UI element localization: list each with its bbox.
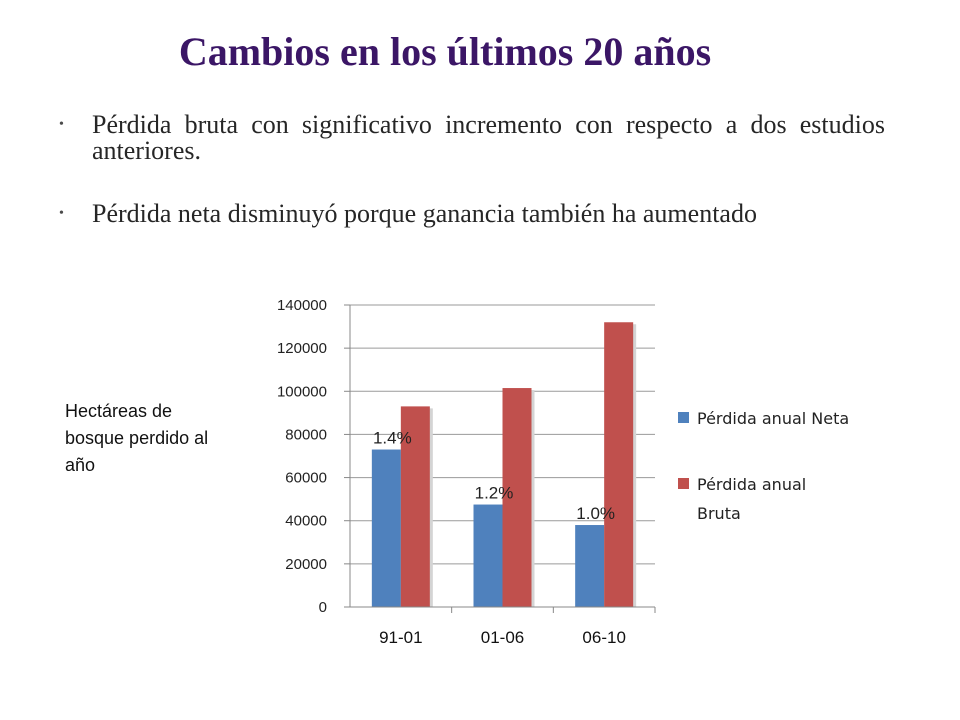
slide-title: Cambios en los últimos 20 años [178, 29, 712, 74]
data-label: 1.2% [475, 484, 514, 503]
bullet-dot-icon: • [59, 117, 64, 132]
x-tick-label: 06-10 [582, 628, 625, 647]
legend-label: Pérdida anual Neta [697, 409, 849, 428]
y-tick-label: 80000 [285, 426, 327, 443]
bar [473, 504, 503, 607]
y-tick-label: 20000 [285, 556, 327, 573]
bullet-item: • Pérdida neta disminuyó porque ganancia… [55, 201, 885, 227]
axes [344, 304, 656, 613]
y-tick-label: 0 [319, 599, 327, 616]
bullet-list: • Pérdida bruta con significativo increm… [55, 112, 885, 264]
y-axis-description: Hectáreas de bosque perdido al año [65, 401, 209, 475]
legend: Pérdida anual Neta Pérdida anual Bruta [678, 409, 849, 523]
bar [371, 449, 401, 607]
bar [400, 406, 430, 607]
y-tick-label: 40000 [285, 513, 327, 530]
bar [575, 525, 605, 607]
y-tick-label: 60000 [285, 470, 327, 487]
legend-swatch [678, 412, 689, 423]
data-label: 1.0% [576, 504, 615, 523]
bars [371, 322, 637, 607]
bar [502, 388, 532, 607]
bullet-dot-icon: • [59, 206, 64, 221]
legend-label: Pérdida anual Bruta [697, 475, 806, 523]
y-tick-label: 140000 [277, 297, 327, 314]
x-tick-label: 91-01 [379, 628, 422, 647]
bar [604, 322, 634, 607]
x-tick-label: 01-06 [481, 628, 524, 647]
data-label: 1.4% [373, 429, 412, 448]
bullet-text: Pérdida bruta con significativo incremen… [92, 110, 885, 165]
labels: 0 20000 40000 60000 80000 100000 120000 140000 9… [277, 297, 626, 647]
y-tick-label: 100000 [277, 383, 327, 400]
y-tick-label: 120000 [277, 340, 327, 357]
bullet-item: • Pérdida bruta con significativo increm… [55, 112, 885, 164]
bullet-text: Pérdida neta disminuyó porque ganancia t… [92, 199, 757, 228]
legend-swatch [678, 478, 689, 489]
